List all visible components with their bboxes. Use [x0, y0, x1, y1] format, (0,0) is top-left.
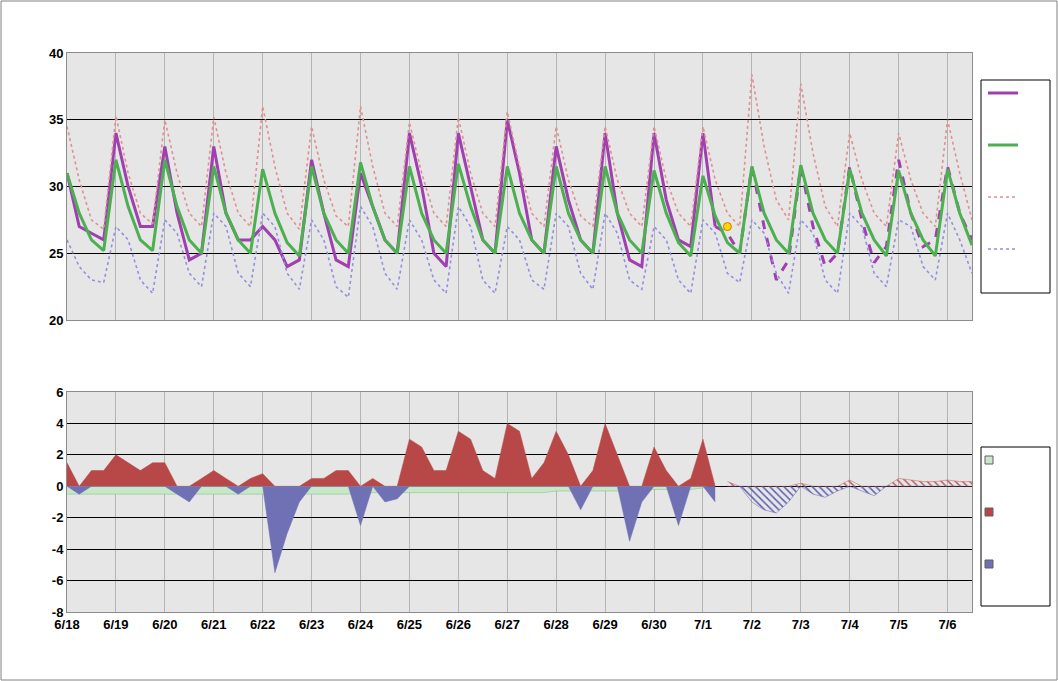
svg-text:2: 2: [56, 447, 63, 462]
svg-text:7/3: 7/3: [792, 617, 810, 632]
svg-text:20: 20: [49, 313, 63, 328]
svg-text:6/28: 6/28: [544, 617, 569, 632]
svg-text:40: 40: [49, 46, 63, 61]
svg-text:6/23: 6/23: [299, 617, 324, 632]
svg-text:6/24: 6/24: [348, 617, 374, 632]
svg-text:0: 0: [56, 479, 63, 494]
svg-text:6/19: 6/19: [103, 617, 128, 632]
svg-text:30: 30: [49, 179, 63, 194]
svg-text:6/18: 6/18: [54, 617, 79, 632]
svg-text:6/26: 6/26: [446, 617, 471, 632]
svg-text:-6: -6: [52, 573, 64, 588]
svg-text:7/5: 7/5: [890, 617, 908, 632]
svg-text:6/25: 6/25: [397, 617, 422, 632]
svg-text:35: 35: [49, 112, 63, 127]
svg-text:6/29: 6/29: [592, 617, 617, 632]
svg-text:4: 4: [56, 416, 64, 431]
svg-text:-4: -4: [52, 542, 64, 557]
svg-text:25: 25: [49, 246, 63, 261]
svg-text:7/2: 7/2: [743, 617, 761, 632]
svg-text:6/27: 6/27: [495, 617, 520, 632]
svg-text:6/21: 6/21: [201, 617, 226, 632]
svg-text:7/4: 7/4: [841, 617, 860, 632]
svg-text:7/1: 7/1: [694, 617, 712, 632]
svg-text:-2: -2: [52, 510, 64, 525]
svg-text:-8: -8: [52, 605, 64, 620]
svg-text:6/22: 6/22: [250, 617, 275, 632]
svg-text:6/20: 6/20: [152, 617, 177, 632]
svg-text:6: 6: [56, 385, 63, 400]
svg-text:6/30: 6/30: [641, 617, 666, 632]
svg-text:7/6: 7/6: [939, 617, 957, 632]
